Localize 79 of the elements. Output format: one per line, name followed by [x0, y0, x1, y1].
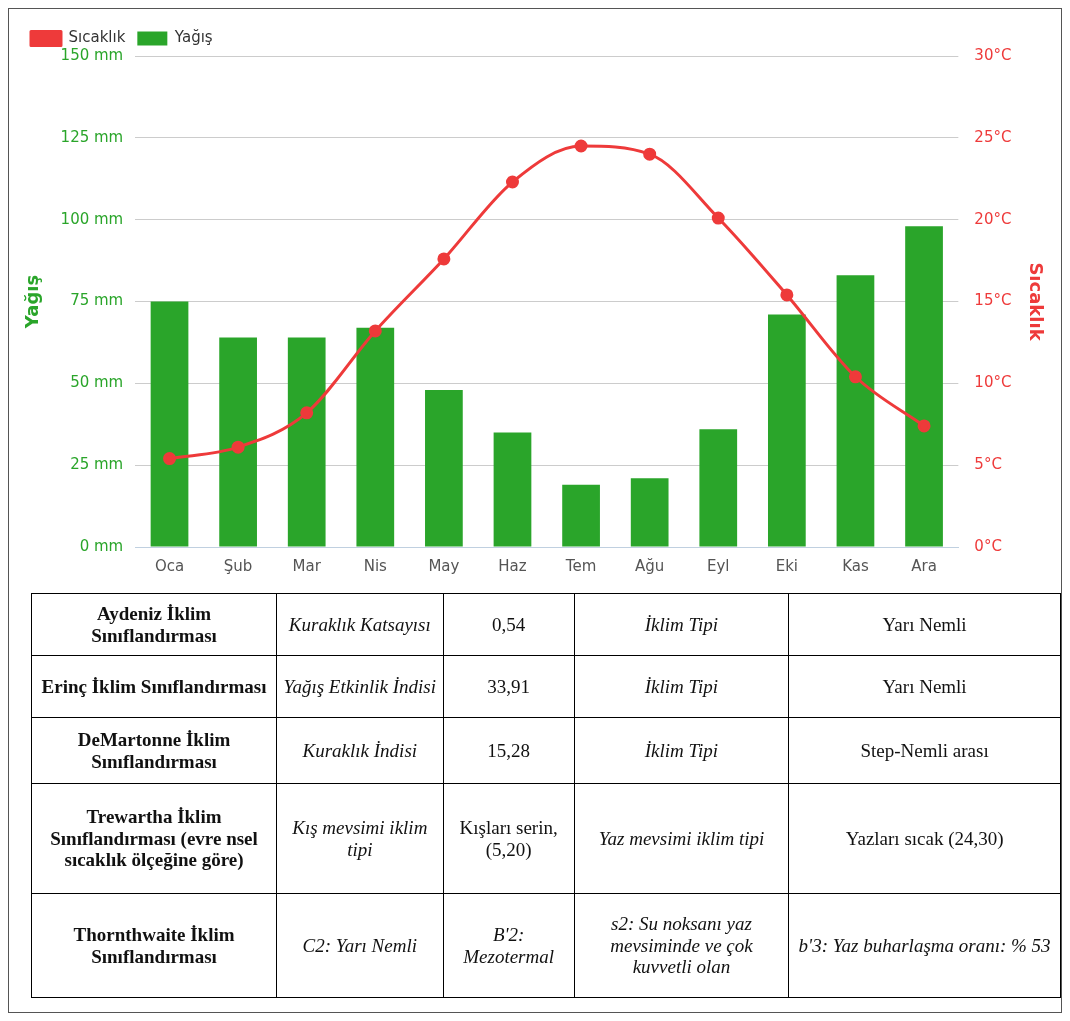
- y2-tick-label: 15°C: [974, 291, 1012, 310]
- x-tick-label: Eyl: [707, 556, 730, 575]
- y-tick-label: 100 mm: [60, 209, 124, 228]
- text: Yazları sıcak (24,30): [788, 783, 1061, 894]
- text: B'2: Mezotermal: [443, 893, 575, 998]
- x-tick-label: Oca: [154, 556, 185, 575]
- text: s2: Su noksanı yaz mevsiminde ve çok kuvvetli olan: [574, 893, 789, 998]
- x-tick-label: Mar: [292, 556, 322, 575]
- point: [780, 288, 794, 302]
- bar: [150, 301, 189, 547]
- x-tick-label: Ara: [911, 556, 937, 575]
- x-tick-label: Eki: [775, 556, 799, 575]
- y2-tick-label: 25°C: [974, 127, 1012, 146]
- text: 15,28: [443, 717, 575, 784]
- x-tick-label: Nis: [363, 556, 388, 575]
- point: [368, 324, 382, 338]
- y2-tick-label: 0°C: [974, 536, 1002, 555]
- text: DeMartonne İklim Sınıflandırması: [31, 717, 277, 784]
- x-tick-label: Şub: [223, 556, 253, 575]
- text: Erinç İklim Sınıflandırması: [31, 655, 277, 718]
- text: Aydeniz İklim Sınıflandırması: [31, 593, 277, 656]
- point: [505, 175, 519, 189]
- x-tick-label: May: [428, 556, 460, 575]
- legend-label: Sıcaklık: [68, 28, 126, 47]
- y-tick-label: 125 mm: [60, 127, 124, 146]
- legend-label: Yağış: [173, 28, 213, 47]
- text: Kuraklık İndisi: [276, 717, 444, 784]
- bar: [630, 478, 669, 547]
- y-tick-label: 0 mm: [79, 536, 124, 555]
- text: C2: Yarı Nemli: [276, 893, 444, 998]
- bar: [836, 275, 875, 547]
- point: [231, 440, 245, 454]
- text: İklim Tipi: [574, 717, 789, 784]
- text: Kuraklık Katsayısı: [276, 593, 444, 656]
- y2-tick-label: 20°C: [974, 209, 1012, 228]
- y-tick-label: 150 mm: [60, 45, 124, 64]
- bar: [767, 314, 806, 547]
- text: Yarı Nemli: [788, 593, 1061, 656]
- y-axis-title: Yağış: [21, 274, 43, 330]
- text: 0,54: [443, 593, 575, 656]
- x-tick-label: Tem: [564, 556, 597, 575]
- point: [437, 252, 451, 266]
- bar: [562, 484, 600, 547]
- text: 33,91: [443, 655, 575, 718]
- text: İklim Tipi: [574, 593, 789, 656]
- bar: [287, 337, 326, 547]
- text: Step-Nemli arası: [788, 717, 1061, 784]
- bar: [356, 327, 395, 547]
- bar: [905, 226, 943, 547]
- point: [917, 419, 931, 433]
- point: [300, 406, 314, 420]
- x-tick-label: Haz: [498, 556, 527, 575]
- y-tick-label: 50 mm: [70, 373, 124, 392]
- text: Yarı Nemli: [788, 655, 1061, 718]
- text: Yaz mevsimi iklim tipi: [574, 783, 789, 894]
- text: Kışları serin, (5,20): [443, 783, 575, 894]
- y2-tick-label: 10°C: [974, 373, 1012, 392]
- point: [848, 370, 862, 384]
- bar: [425, 389, 463, 547]
- text: Thornthwaite İklim Sınıflandırması: [31, 893, 277, 998]
- bar: [219, 337, 257, 547]
- y2-axis-title: Sıcaklık: [1025, 262, 1047, 342]
- text: Trewartha İklim Sınıflandırması (evre nsel sıcaklık ölçeğine göre): [31, 783, 277, 894]
- point: [163, 452, 177, 466]
- bar: [699, 429, 738, 547]
- text: Kış mevsimi iklim tipi: [276, 783, 444, 894]
- text: İklim Tipi: [574, 655, 789, 718]
- point: [643, 147, 657, 161]
- y-tick-label: 75 mm: [70, 291, 124, 310]
- x-tick-label: Kas: [842, 556, 869, 575]
- bar: [493, 432, 532, 547]
- y-tick-label: 25 mm: [70, 455, 124, 474]
- point: [711, 211, 725, 225]
- text: b'3: Yaz buharlaşma oranı: % 53: [788, 893, 1061, 998]
- point: [574, 139, 588, 153]
- x-tick-label: Ağu: [635, 556, 665, 575]
- y2-tick-label: 5°C: [974, 455, 1002, 474]
- y2-tick-label: 30°C: [974, 45, 1012, 64]
- text: Yağış Etkinlik İndisi: [276, 655, 444, 718]
